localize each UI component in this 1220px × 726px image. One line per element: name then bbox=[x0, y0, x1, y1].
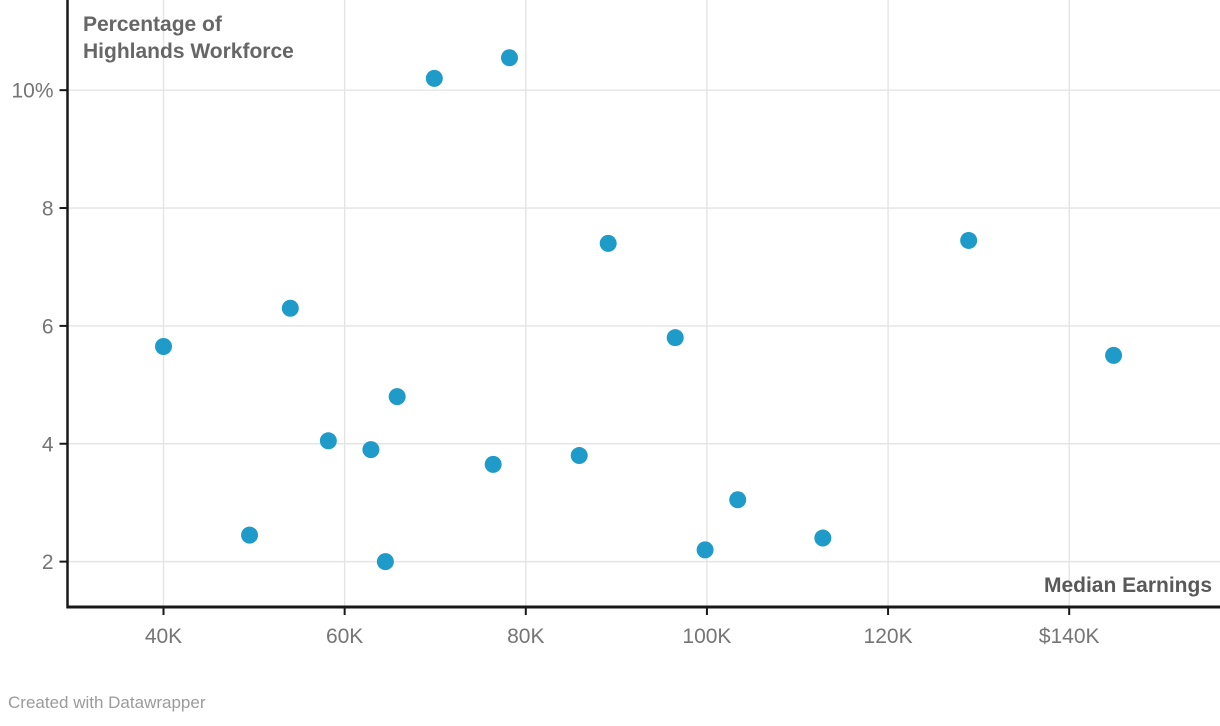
y-axis-title-line2: Highlands Workforce bbox=[83, 40, 294, 63]
data-point[interactable] bbox=[241, 526, 259, 544]
data-point[interactable] bbox=[155, 338, 173, 356]
x-tick-label: 40K bbox=[145, 625, 182, 648]
data-point[interactable] bbox=[599, 234, 617, 252]
x-tick-label: 80K bbox=[507, 625, 544, 648]
x-axis-title: Median Earnings bbox=[1043, 574, 1212, 597]
data-point[interactable] bbox=[500, 49, 518, 67]
x-tick-label: 120K bbox=[864, 625, 913, 648]
data-point[interactable] bbox=[388, 388, 406, 406]
x-tick-label: $140K bbox=[1039, 625, 1100, 648]
data-point[interactable] bbox=[729, 491, 747, 509]
scatter-plot: 40K 60K 80K 100K 120K $140K 2 4 6 8 10% bbox=[11, 0, 1220, 648]
data-point[interactable] bbox=[570, 447, 588, 465]
data-point[interactable] bbox=[814, 529, 832, 547]
data-point[interactable] bbox=[319, 432, 337, 450]
datawrapper-attribution-link[interactable]: Created with Datawrapper bbox=[8, 693, 206, 712]
data-point[interactable] bbox=[425, 69, 443, 87]
data-point[interactable] bbox=[1105, 346, 1123, 364]
y-tick-label: 8 bbox=[42, 198, 54, 221]
y-tick-label: 4 bbox=[42, 433, 54, 456]
data-point[interactable] bbox=[484, 455, 502, 473]
data-point[interactable] bbox=[281, 299, 299, 317]
data-point[interactable] bbox=[696, 541, 714, 559]
y-tick-label: 6 bbox=[42, 315, 54, 338]
y-axis-title: Percentage of Highlands Workforce bbox=[83, 11, 294, 65]
data-point[interactable] bbox=[362, 441, 380, 459]
y-tick-label: 10% bbox=[11, 80, 53, 103]
y-axis-title-line1: Percentage of bbox=[83, 13, 222, 36]
data-point[interactable] bbox=[376, 553, 394, 571]
data-point[interactable] bbox=[960, 231, 978, 249]
x-tick-label: 60K bbox=[326, 625, 363, 648]
x-tick-label: 100K bbox=[682, 625, 731, 648]
data-point[interactable] bbox=[666, 329, 684, 347]
y-tick-label: 2 bbox=[42, 551, 54, 574]
